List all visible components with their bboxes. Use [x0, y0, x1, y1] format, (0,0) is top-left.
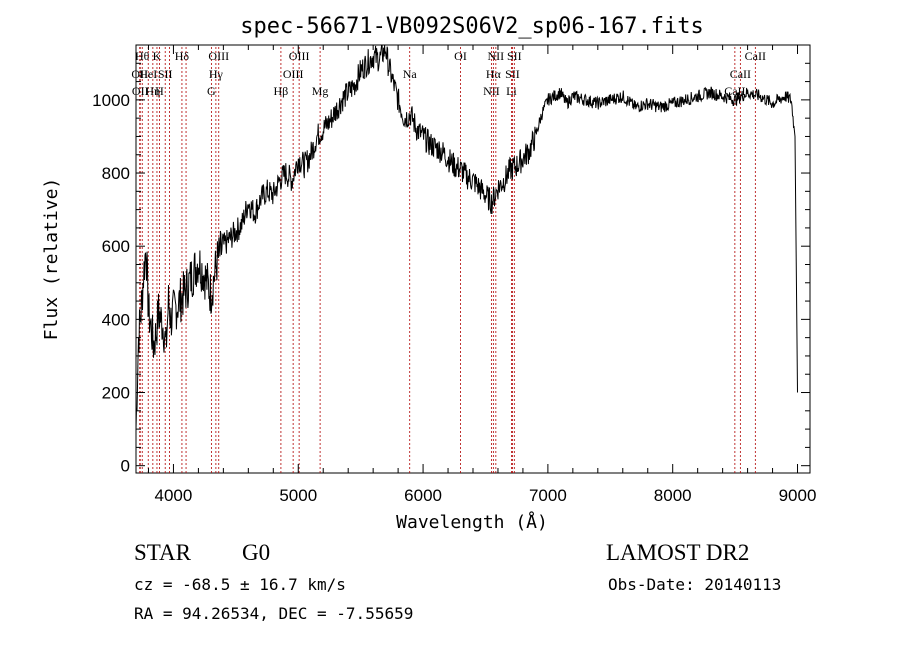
- x-tick-label: 8000: [654, 486, 692, 505]
- spectral-line-label: OIII: [289, 49, 310, 63]
- y-tick-label: 200: [102, 384, 130, 403]
- spectral-line-label: Hθ: [135, 49, 150, 63]
- spectral-line-label: HeI: [139, 67, 157, 81]
- spectral-line-label: SII: [505, 67, 520, 81]
- spectral-line-label: OII: [132, 84, 149, 98]
- x-tick-label: 6000: [404, 486, 442, 505]
- x-tick-label: 7000: [529, 486, 567, 505]
- spectral-line-label: Hβ: [274, 84, 289, 98]
- spectral-line-label: SII: [158, 67, 173, 81]
- spectral-line-label: OI: [454, 49, 467, 63]
- spectral-line-label: NII: [488, 49, 505, 63]
- spectral-line-label: Hα: [486, 67, 502, 81]
- survey-name: LAMOST DR2: [606, 540, 750, 565]
- chart-title: spec-56671-VB092S06V2_sp06-167.fits: [240, 14, 704, 39]
- y-tick-label: 1000: [92, 91, 130, 110]
- y-tick-label: 400: [102, 310, 130, 329]
- ra-dec: RA = 94.26534, DEC = -7.55659: [134, 604, 414, 623]
- redshift-cz: cz = -68.5 ± 16.7 km/s: [134, 575, 346, 594]
- spectral-line-label: G: [207, 84, 216, 98]
- spectral-line-label: OIII: [208, 49, 229, 63]
- y-tick-label: 800: [102, 164, 130, 183]
- spectral-line-label: Hγ: [209, 67, 224, 81]
- spectral-line-label: Na: [403, 67, 418, 81]
- y-axis-ticks: 0 200 400 600 800 1000: [92, 62, 810, 476]
- object-subclass: G0: [242, 540, 271, 565]
- spectral-line-label: Li: [506, 84, 517, 98]
- spectral-line-label: K: [153, 49, 162, 63]
- x-tick-label: 4000: [155, 486, 193, 505]
- observation-date: Obs-Date: 20140113: [608, 575, 782, 594]
- spectral-line-markers: HθOIIOIIHeIHηKHSIIHδGHγOIIIHβOIIIOIIIMgN…: [131, 47, 766, 473]
- y-tick-label: 600: [102, 237, 130, 256]
- spectral-line-label: Hδ: [175, 49, 190, 63]
- spectral-line-label: OIII: [283, 67, 304, 81]
- x-axis-label: Wavelength (Å): [396, 511, 548, 533]
- x-axis-ticks: 4000 5000 6000 7000 8000 9000: [147, 45, 817, 505]
- spectrum-line: [135, 44, 798, 430]
- x-tick-label: 5000: [279, 486, 317, 505]
- spectral-line-label: CaII: [730, 67, 751, 81]
- spectral-line-label: OII: [131, 67, 148, 81]
- plot-frame: [135, 44, 811, 474]
- object-class: STAR: [134, 540, 191, 565]
- spectral-line-label: SII: [507, 49, 522, 63]
- spectral-line-label: H: [155, 84, 164, 98]
- spectral-line-label: Mg: [312, 84, 329, 98]
- y-axis-label: Flux (relative): [41, 178, 62, 341]
- x-tick-label: 9000: [779, 486, 817, 505]
- spectral-line-label: NII: [483, 84, 500, 98]
- y-tick-label: 0: [121, 457, 130, 476]
- spectral-line-label: CaII: [745, 49, 766, 63]
